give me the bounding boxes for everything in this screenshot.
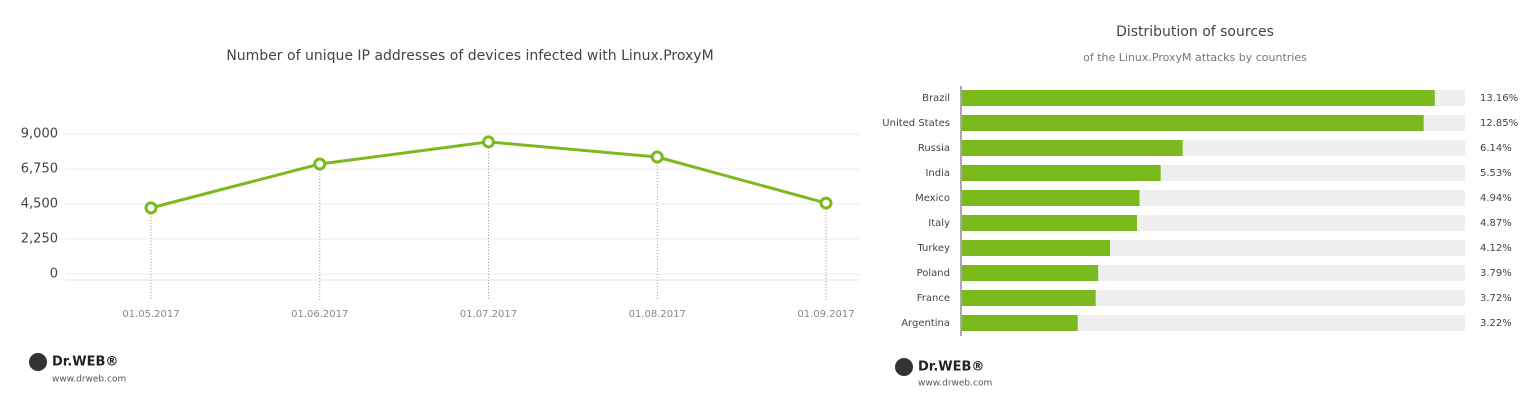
y-tick-label: 2,250 [21, 232, 58, 247]
bar-track [962, 315, 1465, 331]
value-label: 4.94% [1480, 193, 1512, 204]
line-title: Number of unique IP addresses of devices… [226, 48, 713, 64]
point [313, 157, 327, 171]
bar [962, 240, 1111, 256]
bar [962, 90, 1435, 106]
x-tick-label: 01.07.2017 [460, 309, 517, 320]
value-label: 13.16% [1480, 93, 1518, 104]
value-label: 4.12% [1480, 243, 1512, 254]
category-label: Turkey [916, 243, 950, 254]
value-label: 3.22% [1480, 318, 1512, 329]
y-tick-label: 4,500 [21, 197, 58, 212]
logo-text: Dr.WEB® [918, 360, 984, 375]
x-tick-label: 01.05.2017 [122, 309, 179, 320]
category-label: Mexico [915, 193, 950, 204]
value-label: 4.87% [1480, 218, 1512, 229]
category-label: India [925, 168, 950, 179]
bar [962, 115, 1424, 131]
category-label: Italy [928, 218, 950, 229]
logo: Dr.WEB® www.drweb.com [29, 353, 126, 385]
value-label: 6.14% [1480, 143, 1512, 154]
bar [962, 265, 1099, 281]
bar [962, 315, 1078, 331]
x-tick-label: 01.06.2017 [291, 309, 348, 320]
bar [962, 215, 1137, 231]
point [650, 150, 664, 164]
point [144, 201, 158, 215]
bar-title: Distribution of sources [1116, 24, 1274, 40]
x-tick-label: 01.08.2017 [629, 309, 686, 320]
category-label: Poland [917, 268, 950, 279]
category-label: Russia [918, 143, 950, 154]
value-label: 5.53% [1480, 168, 1512, 179]
y-tick-label: 9,000 [21, 127, 58, 142]
logo-url: www.drweb.com [52, 375, 126, 385]
logo-url: www.drweb.com [918, 379, 992, 389]
category-label: France [917, 293, 950, 304]
value-label: 3.79% [1480, 268, 1512, 279]
logo-text: Dr.WEB® [52, 355, 118, 370]
y-tick-label: 6,750 [21, 162, 58, 177]
bar-subtitle: of the Linux.ProxyM attacks by countries [1083, 51, 1307, 64]
bar [962, 290, 1096, 306]
logo: Dr.WEB® www.drweb.com [895, 358, 992, 389]
y-tick-label: 0 [50, 267, 58, 282]
category-label: Brazil [922, 93, 950, 104]
point [819, 196, 833, 210]
x-tick-label: 01.09.2017 [797, 309, 854, 320]
bar [962, 190, 1140, 206]
value-label: 12.85% [1480, 118, 1518, 129]
point [482, 135, 495, 149]
category-label: Argentina [901, 318, 950, 329]
value-label: 3.72% [1480, 293, 1512, 304]
bar [962, 165, 1161, 181]
category-label: United States [882, 118, 950, 129]
bar [962, 140, 1183, 156]
